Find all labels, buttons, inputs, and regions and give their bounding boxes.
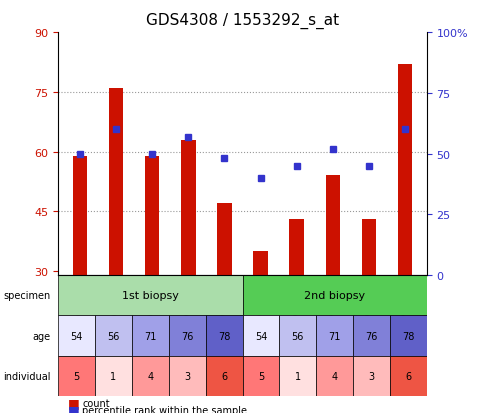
FancyBboxPatch shape — [389, 356, 426, 396]
Text: 3: 3 — [184, 371, 190, 381]
FancyBboxPatch shape — [205, 316, 242, 356]
Text: 4: 4 — [147, 371, 153, 381]
Bar — [217, 204, 231, 275]
Bar — [73, 156, 87, 275]
Text: 5: 5 — [257, 371, 263, 381]
Text: 78: 78 — [217, 331, 230, 341]
Text: ■: ■ — [68, 403, 79, 413]
FancyBboxPatch shape — [242, 356, 279, 396]
FancyBboxPatch shape — [389, 316, 426, 356]
Text: age: age — [32, 331, 51, 341]
FancyBboxPatch shape — [168, 316, 205, 356]
FancyBboxPatch shape — [352, 316, 389, 356]
FancyBboxPatch shape — [132, 356, 168, 396]
Bar — [108, 89, 123, 275]
Text: individual: individual — [3, 371, 51, 381]
Text: 4: 4 — [331, 371, 337, 381]
Text: 56: 56 — [107, 331, 120, 341]
Bar — [253, 252, 267, 275]
FancyBboxPatch shape — [95, 316, 132, 356]
Text: 1st biopsy: 1st biopsy — [121, 290, 179, 301]
Text: 6: 6 — [405, 371, 410, 381]
Text: 1: 1 — [110, 371, 116, 381]
Text: percentile rank within the sample: percentile rank within the sample — [82, 405, 247, 413]
Text: 1: 1 — [294, 371, 300, 381]
Text: 54: 54 — [254, 331, 267, 341]
Bar — [361, 220, 376, 275]
Text: ■: ■ — [68, 396, 79, 409]
FancyBboxPatch shape — [132, 316, 168, 356]
FancyBboxPatch shape — [58, 356, 95, 396]
Text: 2nd biopsy: 2nd biopsy — [303, 290, 364, 301]
Bar — [289, 220, 303, 275]
Text: 71: 71 — [144, 331, 156, 341]
Text: 56: 56 — [291, 331, 303, 341]
FancyBboxPatch shape — [242, 275, 426, 316]
Text: count: count — [82, 398, 110, 408]
FancyBboxPatch shape — [279, 356, 316, 396]
Text: 76: 76 — [181, 331, 193, 341]
Bar — [325, 176, 339, 275]
Text: 76: 76 — [364, 331, 377, 341]
FancyBboxPatch shape — [168, 356, 205, 396]
Text: 3: 3 — [368, 371, 374, 381]
Text: 6: 6 — [221, 371, 227, 381]
FancyBboxPatch shape — [316, 316, 352, 356]
Text: 78: 78 — [401, 331, 414, 341]
FancyBboxPatch shape — [352, 356, 389, 396]
FancyBboxPatch shape — [242, 316, 279, 356]
Bar — [397, 65, 411, 275]
FancyBboxPatch shape — [316, 356, 352, 396]
FancyBboxPatch shape — [279, 316, 316, 356]
Bar — [181, 140, 195, 275]
FancyBboxPatch shape — [95, 356, 132, 396]
Text: 54: 54 — [70, 331, 83, 341]
Text: 5: 5 — [74, 371, 79, 381]
Text: specimen: specimen — [3, 290, 51, 301]
Text: 71: 71 — [328, 331, 340, 341]
FancyBboxPatch shape — [58, 275, 242, 316]
Bar — [145, 156, 159, 275]
FancyBboxPatch shape — [205, 356, 242, 396]
FancyBboxPatch shape — [58, 316, 95, 356]
Text: GDS4308 / 1553292_s_at: GDS4308 / 1553292_s_at — [146, 12, 338, 28]
